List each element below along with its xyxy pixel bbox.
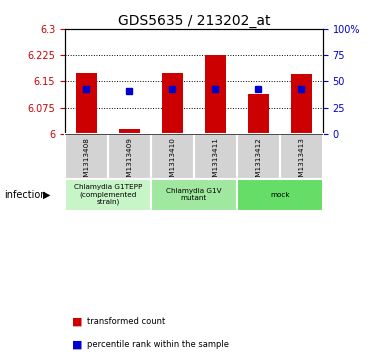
Bar	[290, 74, 312, 134]
Text: transformed count: transformed count	[87, 317, 165, 326]
Text: ▶: ▶	[43, 189, 50, 200]
Text: mock: mock	[270, 192, 290, 197]
Text: ■: ■	[72, 316, 83, 326]
Bar	[237, 179, 323, 211]
Text: GSM1313409: GSM1313409	[127, 138, 132, 186]
Text: percentile rank within the sample: percentile rank within the sample	[87, 340, 229, 349]
Text: GSM1313412: GSM1313412	[255, 138, 261, 186]
Title: GDS5635 / 213202_at: GDS5635 / 213202_at	[118, 14, 270, 28]
Bar	[76, 73, 97, 134]
Bar	[151, 134, 194, 179]
Text: Chlamydia G1V
mutant: Chlamydia G1V mutant	[166, 188, 221, 201]
Bar	[108, 134, 151, 179]
Bar	[65, 134, 108, 179]
Bar	[119, 129, 140, 134]
Bar	[237, 134, 280, 179]
Bar	[151, 179, 237, 211]
Text: infection: infection	[4, 189, 46, 200]
Bar	[194, 134, 237, 179]
Bar	[280, 134, 323, 179]
Text: ■: ■	[72, 340, 83, 350]
Bar	[247, 94, 269, 134]
Bar	[65, 179, 151, 211]
Text: GSM1313411: GSM1313411	[212, 138, 219, 186]
Bar	[204, 55, 226, 134]
Text: GSM1313410: GSM1313410	[169, 138, 175, 186]
Text: GSM1313408: GSM1313408	[83, 138, 89, 186]
Text: GSM1313413: GSM1313413	[298, 138, 304, 186]
Text: Chlamydia G1TEPP
(complemented
strain): Chlamydia G1TEPP (complemented strain)	[74, 184, 142, 205]
Bar	[162, 73, 183, 134]
